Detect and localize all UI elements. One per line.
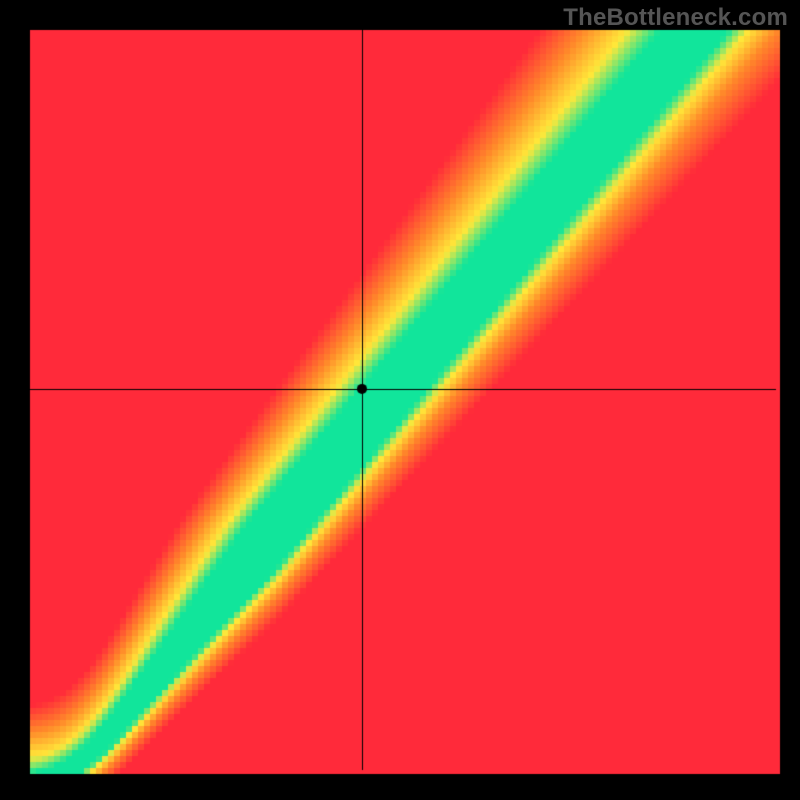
bottleneck-heatmap xyxy=(0,0,800,800)
watermark-text: TheBottleneck.com xyxy=(563,4,788,32)
